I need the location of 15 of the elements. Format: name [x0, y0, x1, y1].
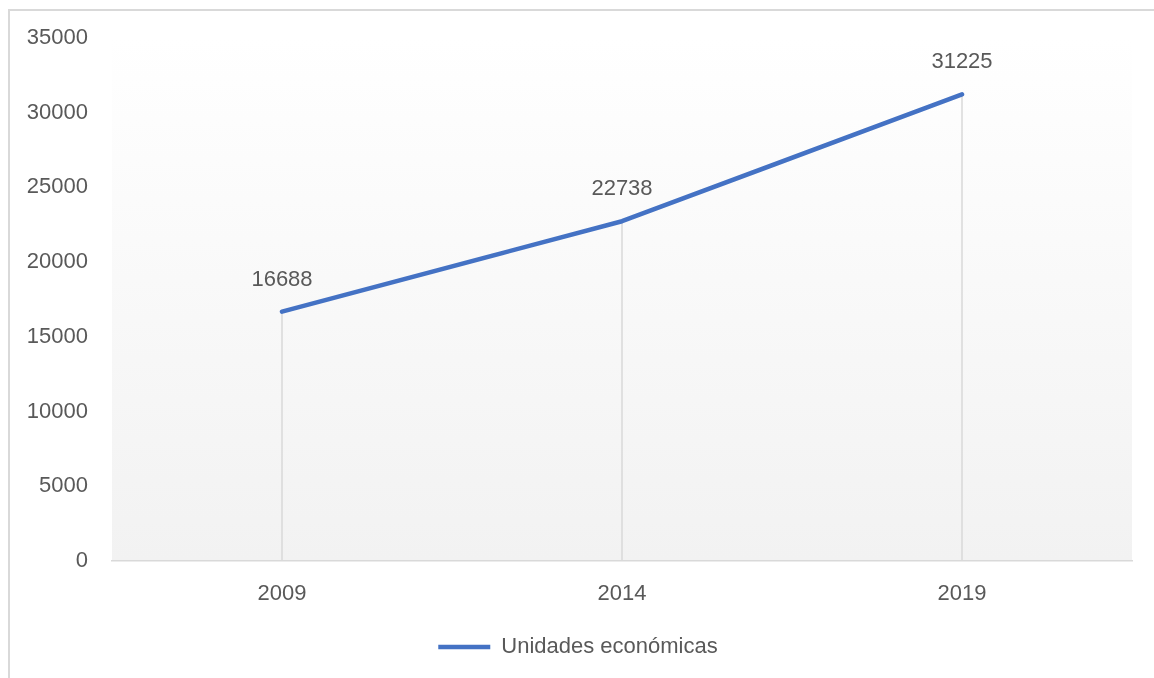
- y-tick-label: 0: [75, 547, 88, 573]
- data-label: 22738: [591, 175, 653, 201]
- y-tick-label: 5000: [39, 472, 88, 498]
- x-tick-label: 2014: [597, 580, 647, 606]
- legend-label: Unidades económicas: [501, 633, 718, 659]
- y-tick-label: 25000: [26, 173, 88, 199]
- y-tick-label: 15000: [26, 322, 88, 348]
- y-tick-label: 20000: [26, 248, 88, 274]
- y-tick-label: 30000: [26, 98, 88, 124]
- x-tick-label: 2009: [257, 580, 307, 606]
- data-label: 16688: [251, 265, 313, 291]
- x-tick-label: 2019: [937, 580, 987, 606]
- data-label: 31225: [931, 48, 993, 74]
- y-tick-label: 35000: [26, 24, 88, 50]
- y-tick-label: 10000: [26, 397, 88, 423]
